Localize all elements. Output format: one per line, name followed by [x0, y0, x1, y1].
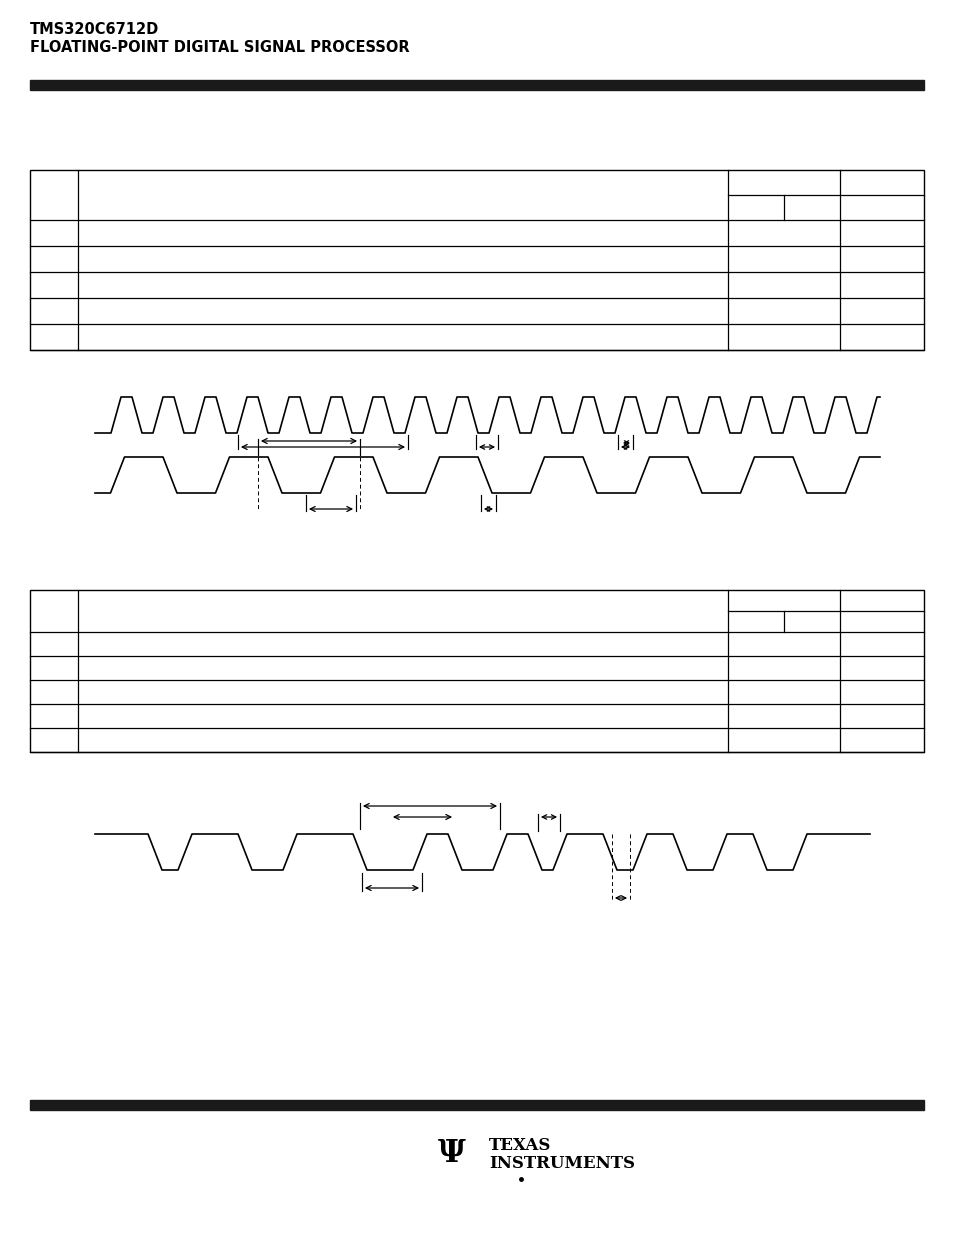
Text: TEXAS: TEXAS — [489, 1137, 551, 1155]
Bar — [30, 80, 923, 90]
Text: FLOATING-POINT DIGITAL SIGNAL PROCESSOR: FLOATING-POINT DIGITAL SIGNAL PROCESSOR — [30, 40, 409, 56]
Bar — [30, 170, 923, 350]
Text: INSTRUMENTS: INSTRUMENTS — [489, 1156, 635, 1172]
Bar — [30, 1100, 923, 1110]
Text: TMS320C6712D: TMS320C6712D — [30, 22, 159, 37]
Bar — [30, 590, 923, 752]
Text: Ψ: Ψ — [437, 1137, 465, 1168]
